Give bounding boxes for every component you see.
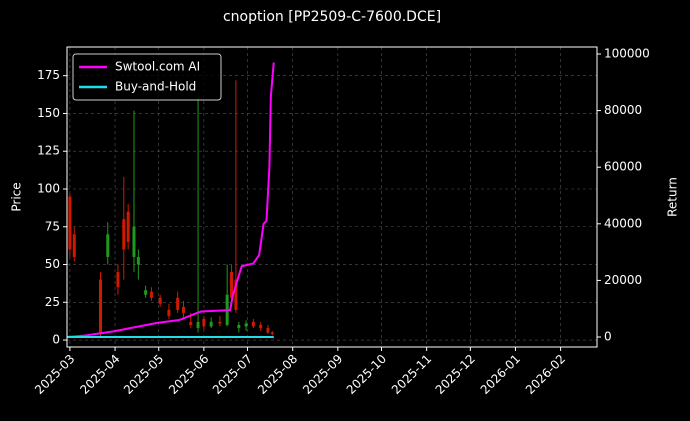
x-tick-label: 2026-02 <box>523 352 568 397</box>
candle-body <box>209 321 213 327</box>
y2-tick-label: 0 <box>604 330 612 344</box>
candle-body <box>167 309 171 316</box>
candle-body <box>196 321 200 328</box>
candle-body <box>176 297 180 310</box>
x-tick-label: 2025-12 <box>433 352 478 397</box>
candle-body <box>266 327 270 333</box>
candle-body <box>68 196 72 250</box>
y2-tick-label: 100000 <box>604 46 650 60</box>
candle-body <box>149 291 153 298</box>
candle-body <box>244 323 248 327</box>
x-tick-label: 2026-01 <box>478 352 523 397</box>
x-tick-label: 2025-03 <box>32 352 77 397</box>
candle-body <box>132 226 136 257</box>
candle-body <box>181 306 185 313</box>
legend-box <box>72 53 222 101</box>
candle-body <box>72 234 76 257</box>
y-tick-label: 0 <box>52 333 60 347</box>
y-tick-label: 125 <box>37 144 60 158</box>
y-axis-label: Price <box>10 182 24 211</box>
x-tick-label: 2025-11 <box>389 352 434 397</box>
candle-body <box>270 332 274 335</box>
axes-frame <box>66 46 598 348</box>
y-tick-label: 50 <box>45 257 60 271</box>
candle-body <box>259 324 263 328</box>
y-tick-label: 75 <box>45 219 60 233</box>
y-tick-label: 25 <box>45 295 60 309</box>
candle-body <box>136 256 140 265</box>
candle-body <box>98 279 102 333</box>
y2-axis-label: Return <box>666 177 680 217</box>
y2-tick-label: 60000 <box>604 160 642 174</box>
x-tick-label: 2025-07 <box>210 352 255 397</box>
chart-title: cnoption [PP2509-C-7600.DCE] <box>223 9 441 25</box>
x-tick-label: 2025-06 <box>166 352 211 397</box>
candle-body <box>234 279 238 310</box>
candle-body <box>158 297 162 304</box>
y-tick-label: 100 <box>37 181 60 195</box>
x-tick-label: 2025-08 <box>255 352 300 397</box>
y-tick-label: 175 <box>37 68 60 82</box>
candle-body <box>189 321 193 325</box>
y2-tick-label: 20000 <box>604 273 642 287</box>
candle-body <box>230 272 234 298</box>
x-tick-label: 2025-05 <box>121 352 166 397</box>
candle-body <box>251 321 255 327</box>
candle-body <box>116 272 120 288</box>
legend-label: Buy-and-Hold <box>115 80 196 94</box>
y2-tick-label: 80000 <box>604 103 642 117</box>
candle-body <box>144 290 148 295</box>
legend-label: Swtool.com AI <box>115 60 200 74</box>
candle-body <box>106 234 110 257</box>
candle-body <box>237 324 241 328</box>
x-tick-label: 2025-09 <box>300 352 345 397</box>
candle-body <box>202 318 206 327</box>
x-tick-label: 2025-10 <box>344 352 389 397</box>
x-tick-label: 2025-04 <box>77 352 122 397</box>
y2-tick-label: 40000 <box>604 216 642 230</box>
candle-body <box>218 321 222 324</box>
line-series <box>66 62 275 339</box>
candle-body <box>126 211 130 242</box>
candle-body <box>122 219 126 250</box>
y-tick-label: 150 <box>37 106 60 120</box>
